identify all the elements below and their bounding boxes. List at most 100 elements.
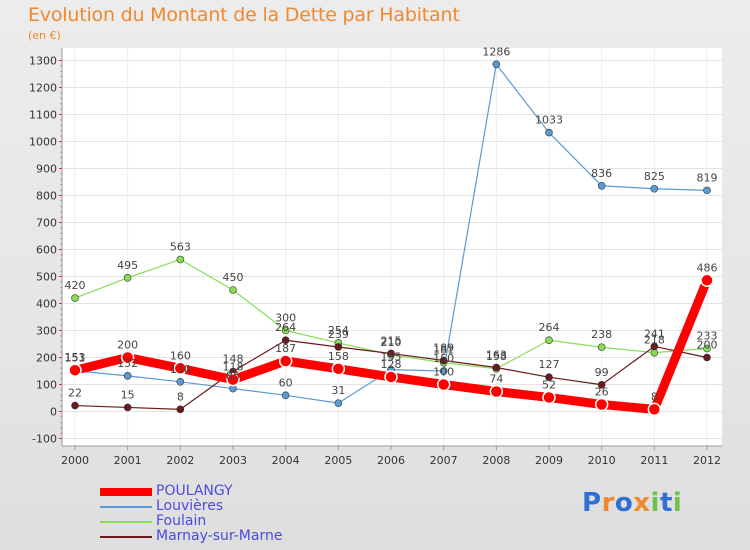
data-label: 1033 [535,114,563,127]
y-tick-label: 800 [36,190,57,203]
legend-label: Marnay-sur-Marne [156,528,283,544]
data-point [436,377,451,392]
y-tick-label: 1100 [29,109,57,122]
data-label: 155 [381,351,402,364]
data-label: 15 [121,388,135,401]
x-tick-label: 2012 [693,454,721,467]
plot-area [62,48,722,446]
data-point [176,255,185,264]
data-point [650,342,659,351]
data-label: 189 [433,341,454,354]
legend-item: Louvières [100,498,360,514]
data-label: 187 [275,342,296,355]
data-label: 99 [595,366,609,379]
data-label: 218 [644,334,665,347]
data-label: 300 [275,312,296,325]
logo-letter: P [582,488,602,518]
data-point [597,380,606,389]
data-label: 200 [697,339,718,352]
data-point [594,397,609,412]
data-point [647,402,662,417]
data-label: 233 [697,330,718,343]
data-point [489,384,504,399]
data-point [492,363,501,372]
x-tick-label: 2002 [166,454,194,467]
y-tick-label: 1000 [29,136,57,149]
data-point [123,274,132,282]
data-label: 26 [595,385,609,398]
y-tick-label: 300 [36,325,57,338]
legend-swatch-marnay [100,536,152,538]
data-label: 450 [223,271,244,284]
x-tick-label: 2003 [219,454,247,467]
data-label: 238 [591,328,612,341]
data-point [334,343,343,351]
legend-swatch-poulangy [100,488,152,496]
chart-title: Evolution du Montant de la Dette par Hab… [28,4,460,26]
data-label: 563 [170,240,191,253]
logo-letter: x [633,488,651,518]
logo-letter: o [614,488,634,518]
data-point [700,273,714,288]
data-label: 254 [328,324,349,337]
y-tick-label: 400 [36,298,57,311]
data-point [71,294,79,302]
data-label: 100 [433,366,454,379]
data-label: 200 [117,339,138,352]
x-tick-label: 2005 [324,454,352,467]
x-tick-label: 2010 [588,454,616,467]
data-label: 85 [226,370,240,383]
data-label: 241 [644,327,665,340]
data-label: 163 [486,348,507,361]
y-tick-label: 1300 [29,55,57,68]
y-tick-label: 0 [50,406,57,419]
data-point [229,286,237,294]
data-point [281,391,290,400]
data-label: 110 [170,363,191,376]
data-point [703,344,711,353]
y-tick-label: 600 [36,244,57,257]
data-point [71,401,79,410]
data-point [334,399,343,407]
y-tick-label: 100 [36,379,57,392]
x-tick-label: 2009 [535,454,563,467]
data-point [120,350,135,365]
data-point [384,370,398,384]
data-point [650,184,659,193]
data-point [545,336,553,345]
data-label: 8 [177,390,184,403]
data-label: 158 [328,350,349,363]
legend-swatch-foulain [100,521,152,523]
data-point [281,336,290,345]
legend-label: Foulain [156,513,207,529]
data-label: 836 [591,167,612,180]
y-tick-label: -100 [32,433,57,446]
data-point [542,390,556,405]
logo-letter: t [659,488,673,518]
data-point [68,363,82,377]
data-label: 1286 [482,45,510,58]
data-point [703,186,711,195]
logo-letter: i [672,488,683,518]
data-label: 819 [697,171,718,184]
data-point [331,362,346,376]
logo-letter: i [650,488,660,518]
data-label: 22 [68,387,82,400]
x-tick-label: 2011 [640,454,668,467]
chart-legend: POULANGY Louvières Foulain Marnay-sur-Ma… [100,483,360,544]
data-label: 181 [433,344,454,357]
y-tick-label: 1200 [29,82,57,95]
legend-label: Louvières [156,498,224,514]
data-point [173,361,188,376]
y-tick-label: 500 [36,271,57,284]
data-point [123,372,132,380]
y-tick-label: 200 [36,352,57,365]
x-tick-label: 2000 [61,454,89,467]
data-label: 153 [65,351,86,364]
data-label: 210 [381,336,402,349]
data-label: 264 [275,321,296,334]
data-label: 495 [117,259,138,272]
data-label: 148 [223,353,244,366]
data-point [439,356,448,365]
data-label: 132 [117,357,138,370]
